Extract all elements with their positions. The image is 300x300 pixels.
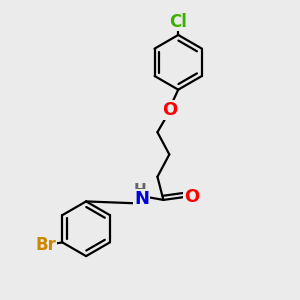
- Text: Cl: Cl: [169, 13, 187, 31]
- Text: H: H: [133, 183, 146, 198]
- Text: O: O: [162, 101, 177, 119]
- Text: Br: Br: [35, 236, 56, 254]
- Text: N: N: [134, 190, 149, 208]
- Text: O: O: [184, 188, 199, 206]
